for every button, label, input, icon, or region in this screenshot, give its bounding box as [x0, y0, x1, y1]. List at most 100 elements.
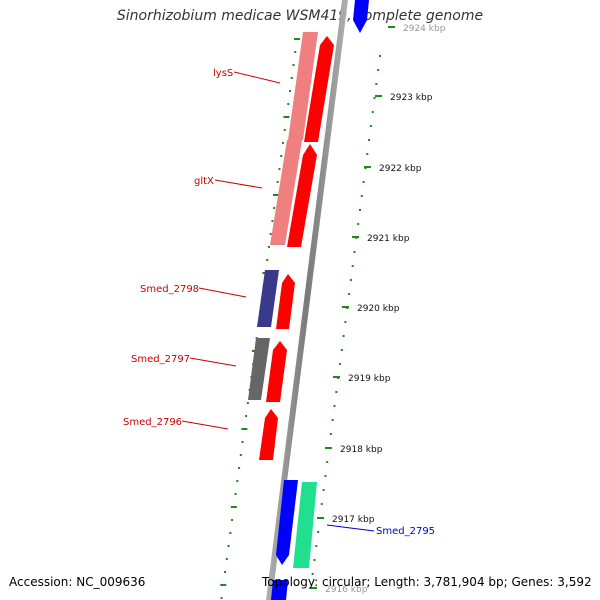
major-tick [325, 447, 332, 449]
inner-tick [238, 467, 241, 469]
outer-tick [360, 195, 363, 197]
outer-tick [369, 125, 372, 127]
inner-tick [272, 194, 279, 196]
gene-shadow-Smed_2795 [293, 482, 317, 568]
major-tick [352, 236, 359, 238]
gene-label[interactable]: Smed_2795 [376, 526, 435, 537]
scale-label: 2918 kbp [340, 445, 383, 455]
scale-label: 2922 kbp [379, 164, 422, 174]
gene-label[interactable]: Smed_2798 [140, 284, 199, 295]
outer-tick [348, 293, 351, 295]
outer-tick [375, 83, 378, 85]
topology-text: Topology: circular; Length: 3,781,904 bp… [262, 575, 592, 589]
scale-label: 2921 kbp [367, 234, 410, 244]
genome-backbone [266, 0, 348, 600]
inner-tick [239, 454, 242, 456]
inner-tick [283, 129, 286, 131]
map-title: Sinorhizobium medicae WSM419, complete g… [116, 8, 484, 24]
scale-label: 2919 kbp [348, 374, 391, 384]
gene-shadow-gltX [270, 140, 302, 245]
gene-arrow-partial [353, 0, 369, 33]
outer-tick [342, 335, 345, 337]
outer-tick [351, 265, 354, 267]
outer-tick [331, 419, 334, 421]
outer-tick [313, 559, 316, 561]
inner-tick [271, 220, 274, 222]
outer-tick [368, 139, 371, 141]
inner-tick [241, 441, 244, 443]
major-tick [310, 587, 317, 589]
inner-tick [229, 532, 232, 534]
gene-leader-line [198, 287, 247, 298]
scale-label: 2916 kbp [325, 585, 368, 595]
major-tick [333, 376, 340, 378]
gene-label[interactable]: Smed_2797 [131, 354, 190, 365]
gene-track [248, 0, 369, 600]
inner-tick [278, 168, 281, 170]
gene-arrow-Smed_2797 [266, 341, 287, 402]
major-tick [364, 166, 371, 168]
gene-label[interactable]: gltX [194, 176, 214, 187]
gene-leader-line [326, 524, 375, 532]
inner-tick [246, 402, 249, 404]
major-tick [317, 517, 324, 519]
inner-tick [225, 558, 228, 560]
scale-label: 2923 kbp [390, 93, 433, 103]
label-layer: lysS gltX Smed_2798 Smed_2797 Smed_2796 Smed_… [123, 68, 435, 537]
inner-tick [220, 584, 227, 586]
major-tick [342, 306, 349, 308]
inner-tick [236, 480, 239, 482]
outer-tick [315, 545, 318, 547]
outer-tick [329, 433, 332, 435]
outer-tick [377, 69, 380, 71]
outer-tick [362, 181, 365, 183]
gene-leader-line [233, 71, 281, 84]
outer-tick [344, 321, 347, 323]
inner-tick [283, 116, 290, 118]
inner-tick [267, 246, 270, 248]
gene-shadow-Smed_2798 [257, 270, 279, 327]
outer-tick [371, 111, 374, 113]
gene-shadow-Smed_2797 [248, 338, 270, 400]
outer-tick [358, 209, 361, 211]
gene-arrow-partial [271, 580, 288, 600]
outer-tick-track: 2924 kbp 2923 kbp 2922 kbp 2921 kbp 2920 kbp… [309, 24, 446, 595]
gene-shadow-lysS [288, 32, 318, 140]
accession-text: Accession: NC_009636 [9, 575, 146, 589]
outer-tick [317, 531, 320, 533]
inner-tick [292, 64, 295, 66]
gene-arrow-gltX [287, 144, 317, 247]
major-tick [375, 95, 382, 97]
gene-leader-line [214, 179, 263, 189]
inner-tick [269, 233, 272, 235]
gene-arrow-Smed_2798 [276, 274, 295, 329]
gene-leader-line [189, 357, 237, 367]
inner-tick [280, 155, 283, 157]
inner-tick [231, 519, 234, 521]
gene-arrow-Smed_2795 [276, 480, 298, 565]
inner-tick [245, 415, 248, 417]
gene-label[interactable]: Smed_2796 [123, 417, 182, 428]
outer-tick [324, 475, 327, 477]
outer-tick [311, 573, 314, 575]
inner-tick [224, 571, 227, 573]
scale-label: 2917 kbp [332, 515, 375, 525]
inner-tick [227, 545, 230, 547]
inner-tick [281, 142, 284, 144]
gene-arrow-lysS [304, 36, 334, 142]
outer-tick [357, 223, 360, 225]
outer-tick [373, 97, 376, 99]
scale-label: 2924 kbp [403, 24, 446, 34]
outer-tick [326, 461, 329, 463]
outer-tick [322, 489, 325, 491]
inner-tick [266, 259, 269, 261]
inner-tick [234, 493, 237, 495]
inner-tick [288, 90, 291, 92]
outer-tick [379, 55, 381, 57]
gene-label[interactable]: lysS [213, 68, 233, 79]
scale-label: 2920 kbp [357, 304, 400, 314]
outer-tick [353, 251, 356, 253]
outer-tick [349, 279, 352, 281]
major-tick [388, 26, 395, 28]
